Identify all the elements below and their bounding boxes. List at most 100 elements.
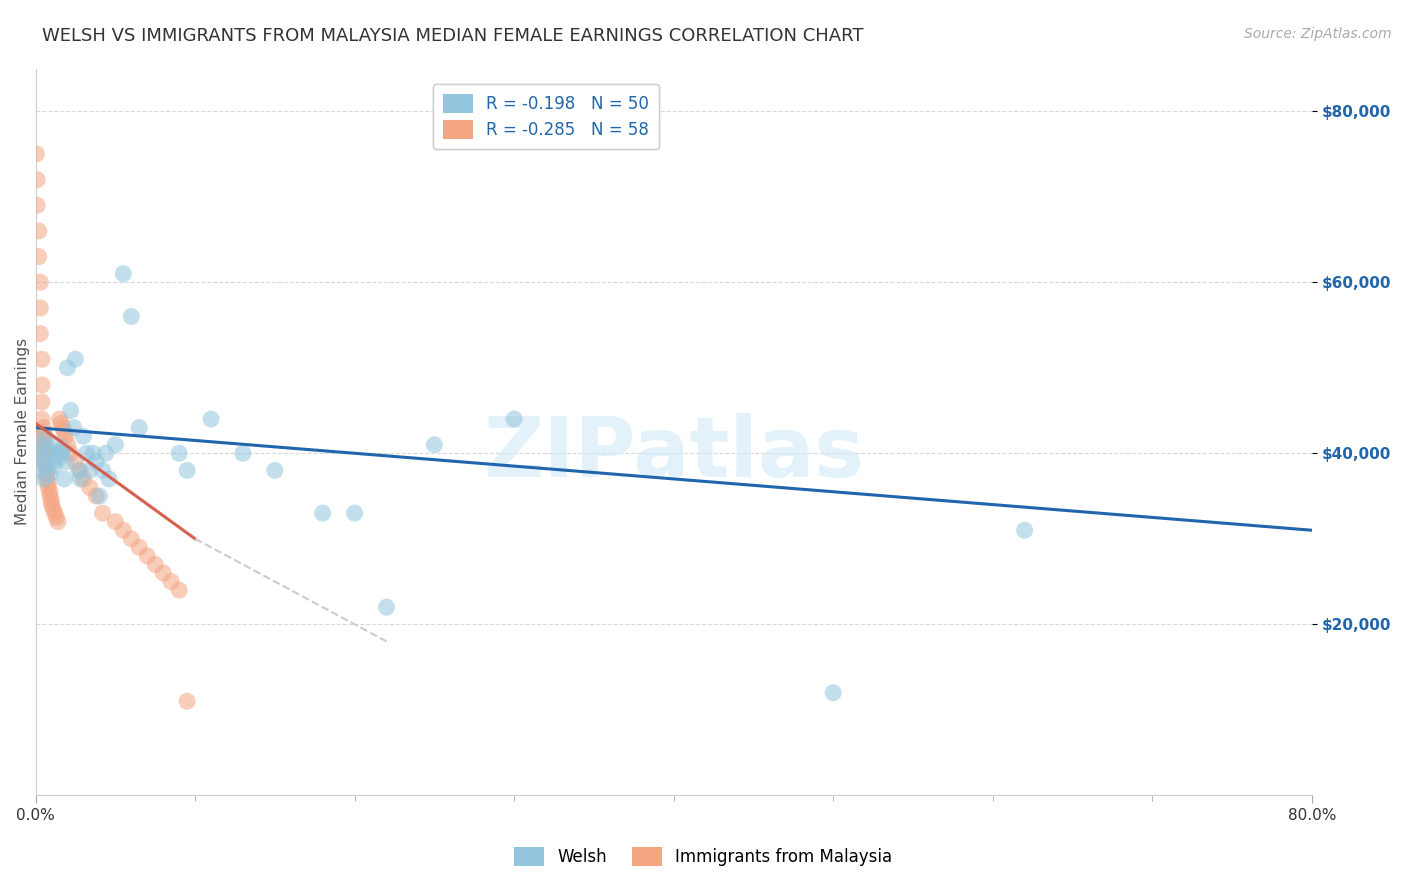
Point xyxy=(35,459,58,474)
Point xyxy=(112,267,135,281)
Point xyxy=(104,515,127,529)
Point xyxy=(84,455,107,469)
Point xyxy=(37,481,59,495)
Point xyxy=(25,463,48,477)
Point xyxy=(823,686,845,700)
Point xyxy=(112,523,135,537)
Point xyxy=(30,326,52,341)
Point xyxy=(32,472,55,486)
Point xyxy=(120,532,142,546)
Point xyxy=(48,450,70,465)
Point xyxy=(34,450,56,465)
Point xyxy=(67,463,90,477)
Point xyxy=(423,438,446,452)
Point xyxy=(42,501,65,516)
Point xyxy=(82,446,104,460)
Point xyxy=(53,425,76,439)
Point xyxy=(28,446,51,460)
Text: Source: ZipAtlas.com: Source: ZipAtlas.com xyxy=(1244,27,1392,41)
Point xyxy=(46,515,69,529)
Point xyxy=(25,198,48,212)
Point xyxy=(91,463,114,477)
Point xyxy=(35,472,58,486)
Point xyxy=(65,352,87,367)
Point xyxy=(503,412,526,426)
Point xyxy=(263,463,285,477)
Point xyxy=(76,446,98,460)
Point xyxy=(49,446,72,460)
Point xyxy=(48,412,70,426)
Point xyxy=(176,694,198,708)
Point xyxy=(104,438,127,452)
Point xyxy=(46,446,69,460)
Point xyxy=(25,172,48,186)
Point xyxy=(128,541,150,555)
Legend: Welsh, Immigrants from Malaysia: Welsh, Immigrants from Malaysia xyxy=(506,838,900,875)
Point xyxy=(49,417,72,431)
Point xyxy=(312,506,335,520)
Point xyxy=(167,583,190,598)
Point xyxy=(52,420,75,434)
Point xyxy=(35,467,58,482)
Point xyxy=(45,510,67,524)
Point xyxy=(31,412,53,426)
Point xyxy=(1014,523,1036,537)
Point xyxy=(97,472,120,486)
Point xyxy=(120,310,142,324)
Point xyxy=(84,489,107,503)
Point xyxy=(41,493,63,508)
Point xyxy=(69,472,91,486)
Point xyxy=(55,429,77,443)
Point xyxy=(167,446,190,460)
Point xyxy=(79,481,101,495)
Point xyxy=(94,446,117,460)
Point xyxy=(39,489,62,503)
Point xyxy=(30,438,52,452)
Point xyxy=(34,455,56,469)
Point xyxy=(35,463,58,477)
Point xyxy=(44,506,66,520)
Point xyxy=(69,463,91,477)
Point xyxy=(375,600,398,615)
Point xyxy=(32,434,55,448)
Point xyxy=(31,377,53,392)
Point xyxy=(25,147,48,161)
Point xyxy=(160,574,183,589)
Point xyxy=(31,395,53,409)
Point xyxy=(53,472,76,486)
Point xyxy=(32,420,55,434)
Point xyxy=(28,250,51,264)
Point xyxy=(136,549,159,563)
Point xyxy=(72,429,94,443)
Text: WELSH VS IMMIGRANTS FROM MALAYSIA MEDIAN FEMALE EARNINGS CORRELATION CHART: WELSH VS IMMIGRANTS FROM MALAYSIA MEDIAN… xyxy=(42,27,863,45)
Point xyxy=(30,301,52,315)
Point xyxy=(65,455,87,469)
Point xyxy=(39,467,62,482)
Point xyxy=(52,442,75,456)
Point xyxy=(34,459,56,474)
Point xyxy=(91,506,114,520)
Point xyxy=(89,489,111,503)
Point xyxy=(34,438,56,452)
Point xyxy=(39,484,62,499)
Point xyxy=(31,352,53,367)
Point xyxy=(44,459,66,474)
Point xyxy=(34,442,56,456)
Legend: R = -0.198   N = 50, R = -0.285   N = 58: R = -0.198 N = 50, R = -0.285 N = 58 xyxy=(433,84,659,149)
Point xyxy=(143,558,166,572)
Point xyxy=(200,412,222,426)
Point xyxy=(176,463,198,477)
Point xyxy=(56,438,79,452)
Point xyxy=(37,476,59,491)
Point xyxy=(128,420,150,434)
Point xyxy=(31,455,53,469)
Text: ZIPatlas: ZIPatlas xyxy=(484,413,865,494)
Point xyxy=(42,455,65,469)
Point xyxy=(232,446,254,460)
Point xyxy=(34,446,56,460)
Point xyxy=(72,472,94,486)
Point xyxy=(63,420,86,434)
Point xyxy=(28,224,51,238)
Point xyxy=(56,360,79,375)
Point xyxy=(32,429,55,443)
